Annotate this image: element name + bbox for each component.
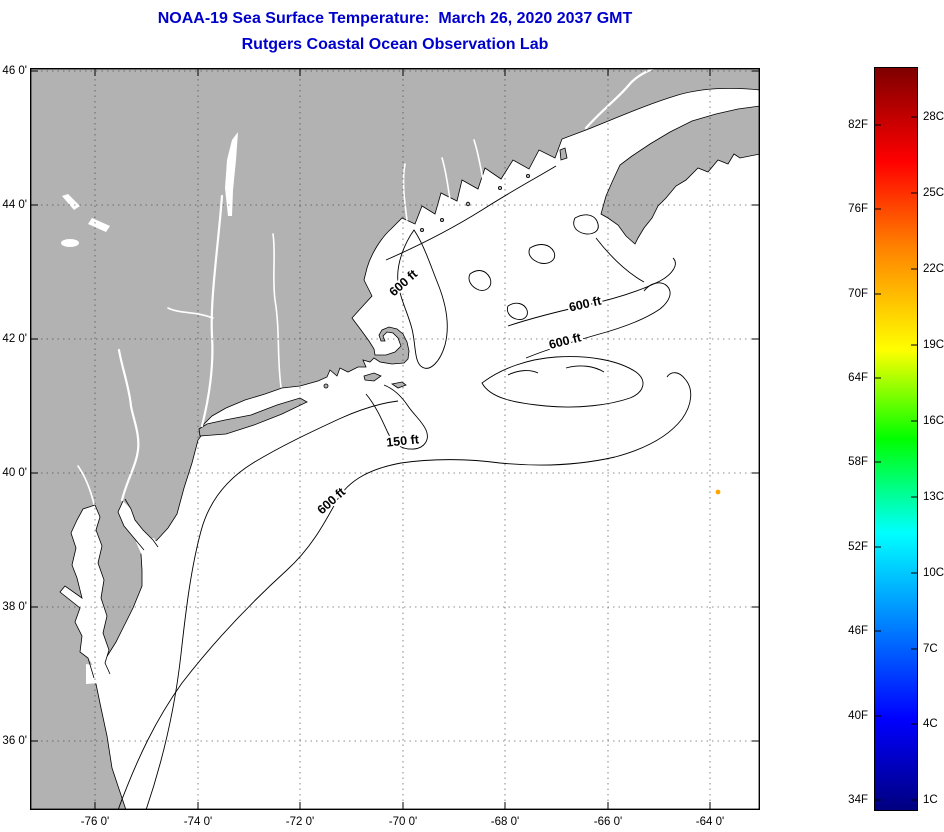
land-nova-scotia [600, 105, 760, 245]
colorbar-c-label: 19C [923, 339, 944, 351]
chesapeake-bay [60, 505, 110, 680]
colorbar-f-label: 46F [848, 625, 868, 637]
title-line1: NOAA-19 Sea Surface Temperature: March 2… [157, 10, 633, 27]
mohawk-river [167, 307, 214, 319]
delaware-river [117, 348, 140, 502]
contour-150ft-inner-shelf [145, 400, 399, 810]
colorbar-c-label: 13C [923, 491, 944, 503]
upstate-lake [61, 239, 79, 247]
colorbar-c-label: 25C [923, 187, 944, 199]
colorbar-c-label: 4C [923, 718, 938, 730]
colorbar-f-label: 58F [848, 456, 868, 468]
colorbar-f-label: 34F [848, 794, 868, 806]
contour-gulf-squiggle [506, 302, 528, 320]
upstate-lake [88, 218, 110, 232]
contour-georges-bank [481, 356, 644, 408]
contour-label-150ft: 150 ft [386, 432, 421, 449]
land-mainland [30, 68, 760, 810]
colorbar-ticks [875, 116, 917, 801]
colorbar-c-label: 22C [923, 263, 944, 275]
colorbar-c-label: 28C [923, 111, 944, 123]
contour-600ft-northeast-channel [525, 282, 671, 359]
title-line2: Rutgers Coastal Ocean Observation Lab [241, 36, 549, 53]
colorbar-c-label: 1C [923, 794, 938, 806]
saint-john-river [584, 68, 656, 130]
rivers-lakes [61, 68, 760, 505]
contour-gulf-squiggle [528, 244, 556, 264]
kennebec-river [402, 163, 408, 221]
x-tick-label: -74 0' [183, 816, 213, 828]
contour-600ft-jordan-basin [507, 257, 676, 327]
land-long-island [198, 397, 308, 437]
contour-maine-nearshore [385, 165, 557, 261]
y-tick-label: 46 0' [2, 65, 27, 77]
y-tick-label: 40 0' [2, 467, 27, 479]
contour-600ft-wilkinson-basin [397, 229, 448, 369]
colorbar-f-label: 70F [848, 288, 868, 300]
x-tick-label: -76 0' [80, 816, 110, 828]
connecticut-river [272, 233, 282, 388]
colorbar-c-label: 16C [923, 415, 944, 427]
colorbar-f-label: 64F [848, 372, 868, 384]
x-tick-label: -70 0' [388, 816, 418, 828]
block-island [323, 383, 329, 389]
x-tick-label: -66 0' [593, 816, 623, 828]
y-tick-label: 42 0' [2, 333, 27, 345]
maine-island [465, 201, 471, 207]
delaware-bay-sw-shore [117, 500, 145, 551]
minas-basin [718, 94, 760, 104]
x-tick-label: -72 0' [285, 816, 315, 828]
sst-pixel [715, 489, 721, 495]
contour-gulf-squiggle [573, 214, 599, 235]
maine-island [419, 227, 424, 232]
colorbar-f-label: 40F [848, 710, 868, 722]
maine-island [439, 217, 444, 222]
x-tick-label: -68 0' [490, 816, 520, 828]
upstate-lake [62, 194, 80, 210]
hudson-river [200, 194, 224, 428]
figure-title: NOAA-19 Sea Surface Temperature: March 2… [30, 6, 760, 58]
grand-manan-island [559, 147, 568, 161]
colorbar-f-label: 52F [848, 541, 868, 553]
coastal-islands [323, 147, 568, 389]
colorbar-c-label: 10C [923, 567, 944, 579]
map-plot: 600 ft 600 ft 600 ft 150 ft 600 ft [30, 68, 760, 810]
plot-frame [30, 68, 760, 810]
machias-river [473, 139, 484, 181]
contour-georges-bank-inner [565, 365, 605, 373]
colorbar-f-label: 76F [848, 203, 868, 215]
y-tick-label: 36 0' [2, 735, 27, 747]
lake-champlain [225, 132, 238, 216]
susquehanna-river [77, 465, 95, 505]
colorbar [874, 67, 918, 811]
chesapeake-east-shore [94, 504, 111, 675]
x-tick-label: -64 0' [695, 816, 725, 828]
marthas-vineyard-island [363, 372, 382, 382]
y-tick-label: 38 0' [2, 601, 27, 613]
maine-island [525, 174, 530, 179]
delaware-bay [118, 501, 158, 556]
colorbar-f-label: 82F [848, 119, 868, 131]
contour-nova-scotia-side [595, 237, 645, 283]
contour-150ft-nantucket-shoals [365, 384, 428, 450]
chesapeake-west-shore [59, 504, 96, 679]
nantucket-island [390, 381, 407, 389]
axis-ticks [30, 68, 760, 810]
colorbar-gradient [875, 68, 917, 810]
y-tick-label: 44 0' [2, 199, 27, 211]
penobscot-river [441, 157, 453, 212]
contour-cashes-ledge [468, 270, 492, 291]
map-svg: 600 ft 600 ft 600 ft 150 ft 600 ft [30, 68, 760, 810]
bathymetry-contours [117, 165, 692, 810]
maine-island [497, 186, 502, 191]
contour-georges-bank-inner [507, 370, 539, 376]
colorbar-c-label: 7C [923, 643, 938, 655]
delaware-bay-ne-shore [124, 498, 159, 548]
contour-600ft-shelf-edge [117, 372, 692, 810]
